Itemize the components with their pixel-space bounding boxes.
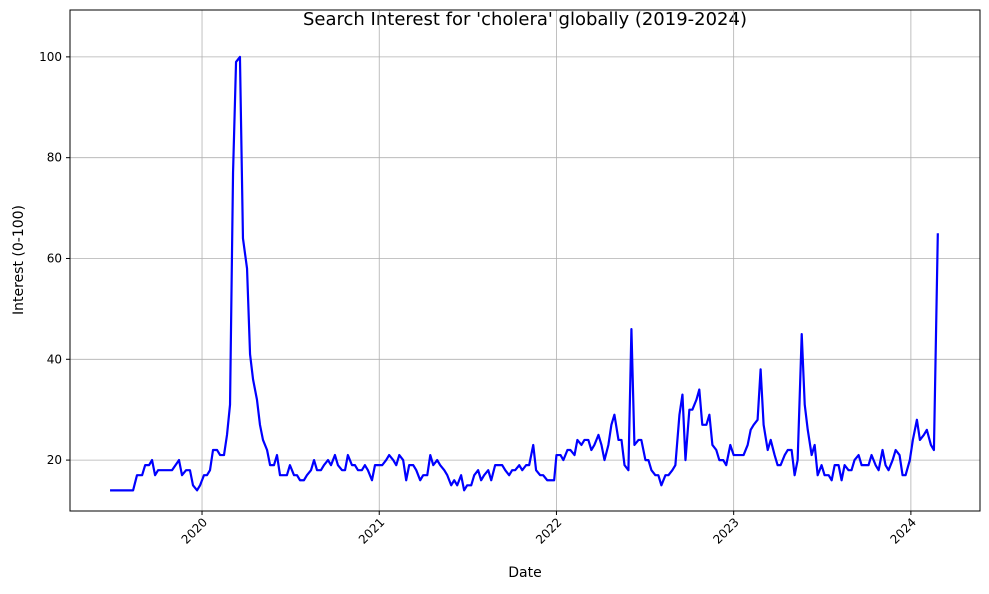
- y-tick-label: 80: [47, 151, 62, 165]
- y-tick-label: 20: [47, 453, 62, 467]
- plot-frame: [69, 9, 981, 512]
- x-axis-label: Date: [508, 565, 541, 581]
- y-tick-label: 100: [39, 50, 62, 64]
- y-axis-label: Interest (0-100): [11, 205, 27, 315]
- line: [110, 55, 939, 492]
- chart-title: Search Interest for 'cholera' globally (…: [303, 9, 747, 30]
- y-tick-label: 60: [47, 251, 62, 265]
- y-tick-label: 40: [47, 352, 62, 366]
